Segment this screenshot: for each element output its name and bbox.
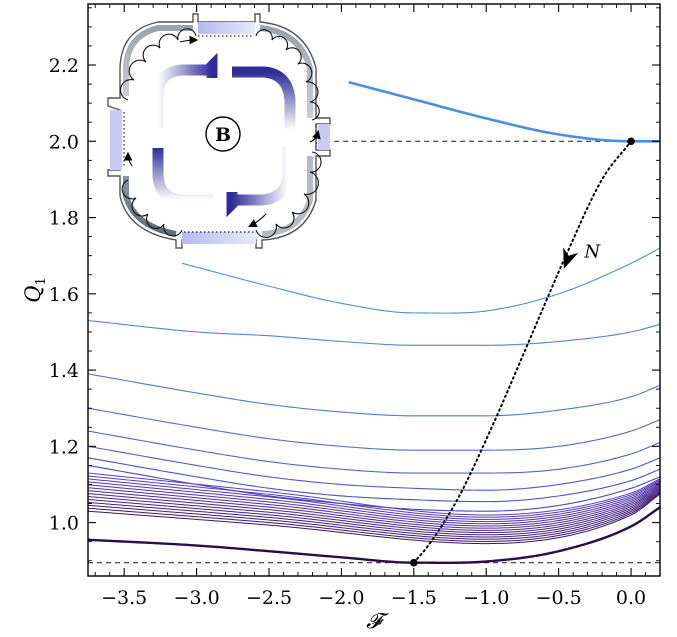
dense-curve-8: [87, 486, 661, 531]
inset-shell-bottom-left: [123, 176, 177, 237]
inset-arrow-2: [248, 213, 267, 227]
marker-point-1: [627, 137, 635, 146]
x-tick-label: −2.5: [246, 587, 292, 609]
dense-curve-10: [87, 488, 661, 536]
marker-point-2: [410, 558, 418, 567]
x-tick-label: −0.5: [536, 587, 582, 609]
y-tick-label: 1.8: [49, 208, 79, 230]
y-tick-label: 1.6: [49, 284, 79, 306]
family-curve-7: [87, 457, 661, 503]
trajectory-arrow: [563, 247, 579, 269]
y-tick-label: 2.0: [49, 131, 79, 153]
family-curve-5: [87, 430, 661, 474]
y-tick-label: 2.2: [49, 55, 79, 77]
family-curve-6: [87, 445, 661, 491]
dense-curve-3: [87, 478, 661, 520]
x-tick-label: −2.0: [318, 587, 364, 609]
family-curve-1: [181, 247, 661, 314]
inset-scallops-bottom-right: [255, 151, 322, 238]
inset-pad-left: [110, 110, 122, 170]
dense-curve-2: [87, 475, 661, 518]
inset-label-circle: [205, 116, 241, 152]
inset-shell-bottom-right: [261, 156, 313, 237]
dense-curve-13: [87, 492, 661, 542]
inset-arrow-1: [179, 35, 199, 45]
y-tick-label: 1.0: [49, 513, 79, 535]
x-tick-label: −1.0: [463, 587, 509, 609]
y-axis-label: Q1: [21, 277, 49, 303]
trajectory-label: N: [583, 241, 601, 262]
y-axis-subscript: 1: [34, 277, 49, 285]
y-tick-label: 1.4: [49, 360, 79, 382]
inset-arrow-4: [309, 129, 321, 143]
plot-area: N: [87, 80, 661, 567]
inset-scallops-top-left: [120, 28, 197, 101]
axes-frame: [87, 3, 661, 577]
family-curve-3: [87, 373, 661, 417]
x-tick-label: −3.0: [174, 587, 220, 609]
axes: −3.5 −3.0 −2.5 −2.0 −1.5 −1.0 −0.5 0.0 1.0 1.2 1.4…: [21, 3, 661, 633]
dense-curve-11: [87, 490, 661, 538]
inset-pad-right: [318, 124, 330, 150]
x-tick-label: 0.0: [616, 587, 646, 609]
bottom-curve: [87, 506, 661, 564]
dense-curve-5: [87, 483, 661, 525]
inset-pad-bottom: [182, 232, 256, 244]
inset-scallops-bottom-left: [121, 179, 183, 237]
family-curve-8: [87, 464, 661, 512]
top-curve: [348, 80, 660, 143]
x-tick-label: −3.5: [101, 587, 147, 609]
family-curve-4: [87, 407, 661, 451]
inset-shell-top-left: [123, 25, 193, 96]
inset-arc-bottom-right: [226, 146, 294, 218]
trajectory-curve: [412, 140, 633, 564]
inset-label: B: [215, 124, 231, 146]
dense-curve-6: [87, 484, 661, 527]
inset-arc-top-right: [232, 66, 296, 130]
dense-curve-4: [87, 481, 661, 523]
x-tick-label: −1.5: [391, 587, 437, 609]
inset-scallops-top-right: [255, 29, 320, 121]
x-axis-label: 𝓕: [366, 609, 389, 633]
inset-arc-top-left: [152, 52, 218, 128]
dense-curve-7: [87, 485, 661, 529]
inset-diagram: B: [107, 13, 331, 249]
inset-arc-bottom-left: [152, 148, 214, 206]
family-curve-2: [87, 319, 661, 346]
dense-curve-14: [87, 493, 661, 545]
y-tick-label: 1.2: [49, 436, 79, 458]
inset-arrow-3: [123, 151, 133, 167]
inset-pad-top: [198, 22, 255, 34]
dense-curve-12: [87, 491, 661, 540]
dense-curve-1: [87, 472, 661, 516]
dense-curve-9: [87, 487, 661, 534]
y-axis-symbol: Q: [21, 286, 45, 303]
inset-outline: [107, 13, 331, 249]
